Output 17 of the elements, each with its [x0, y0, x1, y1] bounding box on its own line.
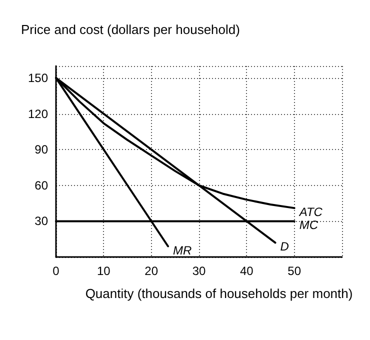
annotation: ATC: [298, 205, 323, 220]
y-axis-title: Price and cost (dollars per household): [21, 22, 240, 37]
x-axis-title: Quantity (thousands of households per month): [85, 286, 353, 301]
y-tick-label: 120: [28, 106, 48, 121]
y-tick-label: 150: [28, 70, 48, 85]
x-tick-label: 30: [192, 264, 206, 278]
x-tick-label: 10: [96, 264, 111, 278]
x-tick-label: 40: [240, 264, 254, 278]
y-tick-label: 30: [34, 214, 48, 228]
x-tick-label: 20: [144, 264, 158, 278]
annotation: MC: [299, 218, 318, 232]
annotation: MR: [173, 243, 192, 258]
x-tick-label: 50: [288, 264, 302, 278]
y-tick-label: 60: [34, 178, 48, 192]
y-tick-label: 90: [34, 142, 48, 157]
x-tick-label: 0: [52, 264, 60, 278]
annotation: D: [280, 240, 290, 254]
